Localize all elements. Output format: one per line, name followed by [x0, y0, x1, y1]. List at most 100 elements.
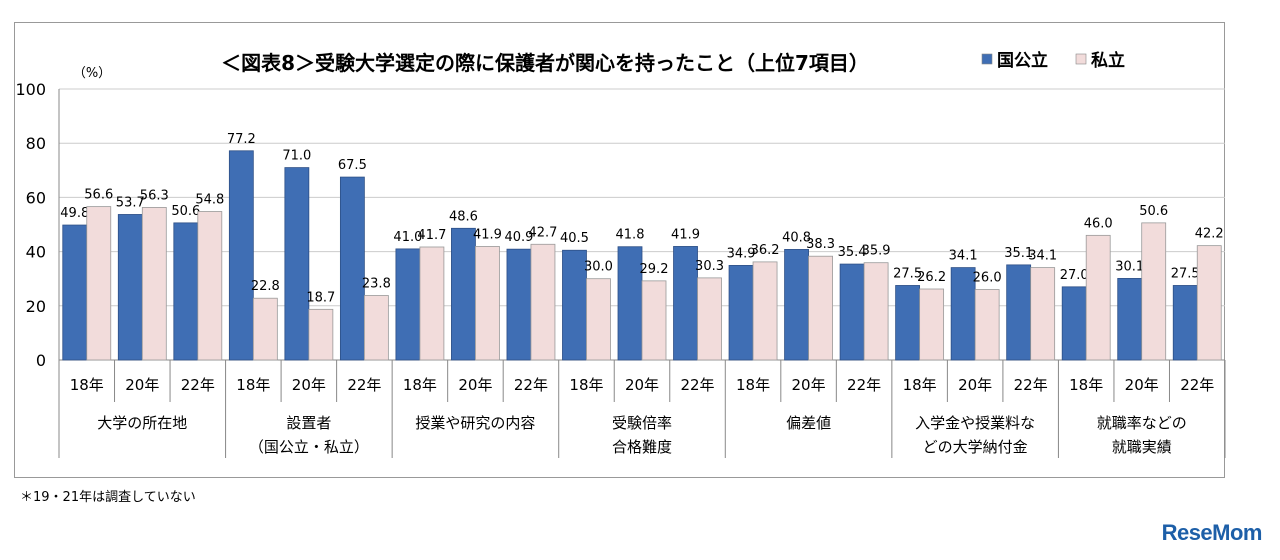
bar-private: [252, 297, 278, 361]
bar-national: [1117, 278, 1143, 361]
year-tick-label: 18年: [70, 376, 104, 394]
bar-national: [950, 267, 976, 361]
y-tick-label: 60: [26, 188, 46, 207]
bar-private: [641, 280, 667, 361]
year-tick-label: 20年: [958, 376, 992, 394]
data-label: 53.7: [116, 195, 145, 210]
year-tick-label: 20年: [458, 376, 492, 394]
group-label: 大学の所在地: [97, 414, 187, 432]
group-label: 授業や研究の内容: [415, 414, 535, 432]
bar-national: [839, 263, 865, 361]
data-label: 27.5: [893, 266, 922, 281]
group-label: どの大学納付金: [923, 438, 1028, 456]
bar-private: [86, 206, 112, 361]
data-label: 42.7: [528, 225, 557, 240]
bar-private: [475, 246, 500, 361]
group-label: （国公立・私立）: [249, 438, 369, 456]
data-label: 54.8: [195, 192, 224, 207]
year-tick-label: 20年: [625, 376, 659, 394]
data-label: 18.7: [306, 290, 335, 305]
data-label: 34.1: [949, 249, 978, 264]
data-label: 56.6: [84, 188, 113, 203]
bar-national: [895, 285, 921, 361]
bar-national: [62, 224, 88, 361]
bar-national: [617, 246, 643, 361]
bar-private: [863, 262, 889, 361]
year-tick-label: 20年: [792, 376, 826, 394]
data-label: 22.8: [251, 279, 280, 294]
bar-national: [673, 246, 698, 361]
data-label: 35.4: [838, 245, 867, 260]
data-label: 35.1: [1004, 246, 1033, 261]
bar-national: [1006, 264, 1032, 361]
year-tick-label: 18年: [403, 376, 437, 394]
bar-private: [808, 255, 833, 361]
bar-private: [1085, 234, 1111, 361]
bar-private: [1030, 267, 1056, 361]
group-label: 受験倍率: [612, 414, 672, 432]
bar-national: [228, 150, 254, 361]
bar-private: [419, 246, 445, 361]
bar-national: [173, 222, 199, 361]
group-label: 入学金や授業料な: [915, 414, 1035, 432]
bar-private: [1141, 222, 1167, 361]
data-label: 30.0: [584, 260, 613, 275]
data-label: 56.3: [140, 188, 169, 203]
bar-private: [530, 243, 556, 361]
year-tick-label: 18年: [569, 376, 603, 394]
data-label: 48.6: [449, 209, 478, 224]
bar-national: [395, 248, 421, 361]
data-label: 35.9: [862, 244, 891, 259]
bar-national: [339, 176, 365, 361]
bar-private: [1196, 245, 1222, 361]
group-label: 設置者: [286, 414, 331, 432]
data-label: 23.8: [362, 277, 391, 292]
data-label: 30.3: [695, 259, 724, 274]
footnote: ＊19・21年は調査していない: [20, 490, 196, 505]
year-tick-label: 22年: [181, 376, 215, 394]
data-label: 67.5: [338, 158, 367, 173]
chart-title: ＜図表8＞受験大学選定の際に保護者が関心を持ったこと（上位7項目）: [221, 51, 869, 75]
bar-national: [784, 249, 809, 361]
data-label: 34.9: [727, 246, 756, 261]
bar-national: [728, 265, 754, 361]
bar-national: [562, 249, 587, 361]
bar-chart: ＜図表8＞受験大学選定の際に保護者が関心を持ったこと（上位7項目） （%） 国公立 私…: [15, 50, 1226, 458]
data-label: 41.9: [671, 227, 700, 242]
bar-national: [451, 227, 476, 361]
data-label: 40.8: [782, 230, 811, 245]
data-label: 42.2: [1195, 227, 1224, 242]
data-label: 46.0: [1084, 216, 1113, 231]
data-label: 49.8: [60, 206, 89, 221]
year-tick-label: 20年: [125, 376, 159, 394]
bar-private: [141, 207, 167, 361]
y-tick-label: 100: [15, 80, 46, 99]
bar-private: [308, 308, 334, 361]
data-label: 41.0: [393, 230, 422, 245]
bar-national: [506, 248, 532, 361]
data-label: 50.6: [1139, 204, 1168, 219]
legend-label-0: 国公立: [997, 50, 1048, 71]
year-tick-label: 20年: [292, 376, 326, 394]
data-label: 38.3: [806, 237, 835, 252]
chart-frame: [14, 22, 1225, 478]
data-label: 34.1: [1028, 249, 1057, 264]
y-tick-label: 20: [26, 297, 46, 316]
data-label: 26.0: [973, 271, 1002, 286]
data-label: 41.8: [616, 228, 645, 243]
bar-private: [974, 289, 1000, 361]
year-tick-label: 22年: [680, 376, 714, 394]
year-tick-label: 22年: [1014, 376, 1048, 394]
y-tick-label: 80: [26, 134, 46, 153]
year-tick-label: 22年: [514, 376, 548, 394]
bar-national: [117, 214, 143, 361]
bar-private: [752, 261, 778, 361]
bar-private: [363, 295, 389, 361]
year-tick-label: 18年: [236, 376, 270, 394]
year-tick-label: 20年: [1125, 376, 1159, 394]
group-label: 就職率などの: [1097, 414, 1187, 432]
group-label: 就職実績: [1112, 438, 1172, 456]
year-tick-label: 22年: [847, 376, 881, 394]
bar-private: [586, 278, 611, 361]
data-label: 26.2: [917, 270, 946, 285]
